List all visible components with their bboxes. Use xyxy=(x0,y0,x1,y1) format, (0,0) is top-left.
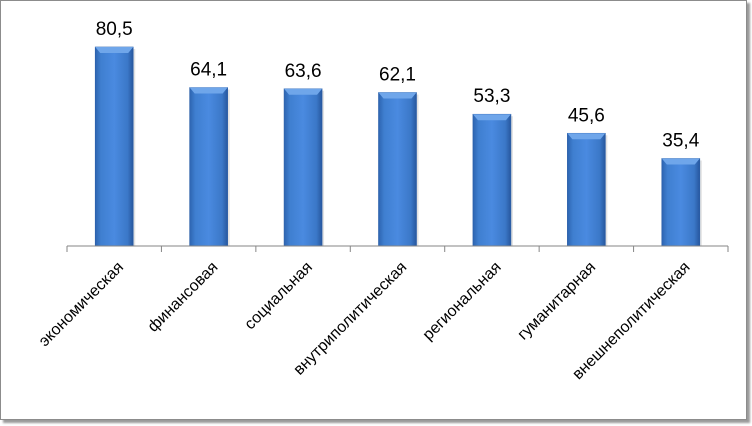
bar xyxy=(567,132,606,247)
data-label: 62,1 xyxy=(379,64,416,85)
bar-bevel xyxy=(378,92,417,99)
category-label: экономическая xyxy=(36,259,127,350)
bar-bevel xyxy=(284,88,323,95)
bar xyxy=(661,158,701,247)
bar xyxy=(378,92,417,247)
bar-bevel xyxy=(567,133,606,140)
bar xyxy=(472,113,512,247)
bar xyxy=(283,88,323,247)
data-label: 63,6 xyxy=(285,61,322,82)
bar xyxy=(189,87,228,247)
bar-bevel xyxy=(95,47,134,53)
bar-bevel xyxy=(661,158,700,165)
data-label: 53,3 xyxy=(473,86,510,107)
data-label: 80,5 xyxy=(96,19,133,40)
data-label: 35,4 xyxy=(662,130,699,151)
category-label: гуманитарная xyxy=(515,259,600,344)
data-label: 45,6 xyxy=(568,105,605,126)
category-label: финансовая xyxy=(145,259,222,336)
data-label: 64,1 xyxy=(190,60,227,81)
bar-bevel xyxy=(472,114,511,121)
bar xyxy=(94,46,134,247)
bar-bevel xyxy=(189,87,228,94)
category-label: социальная xyxy=(242,259,316,333)
category-label: региональная xyxy=(420,259,505,344)
